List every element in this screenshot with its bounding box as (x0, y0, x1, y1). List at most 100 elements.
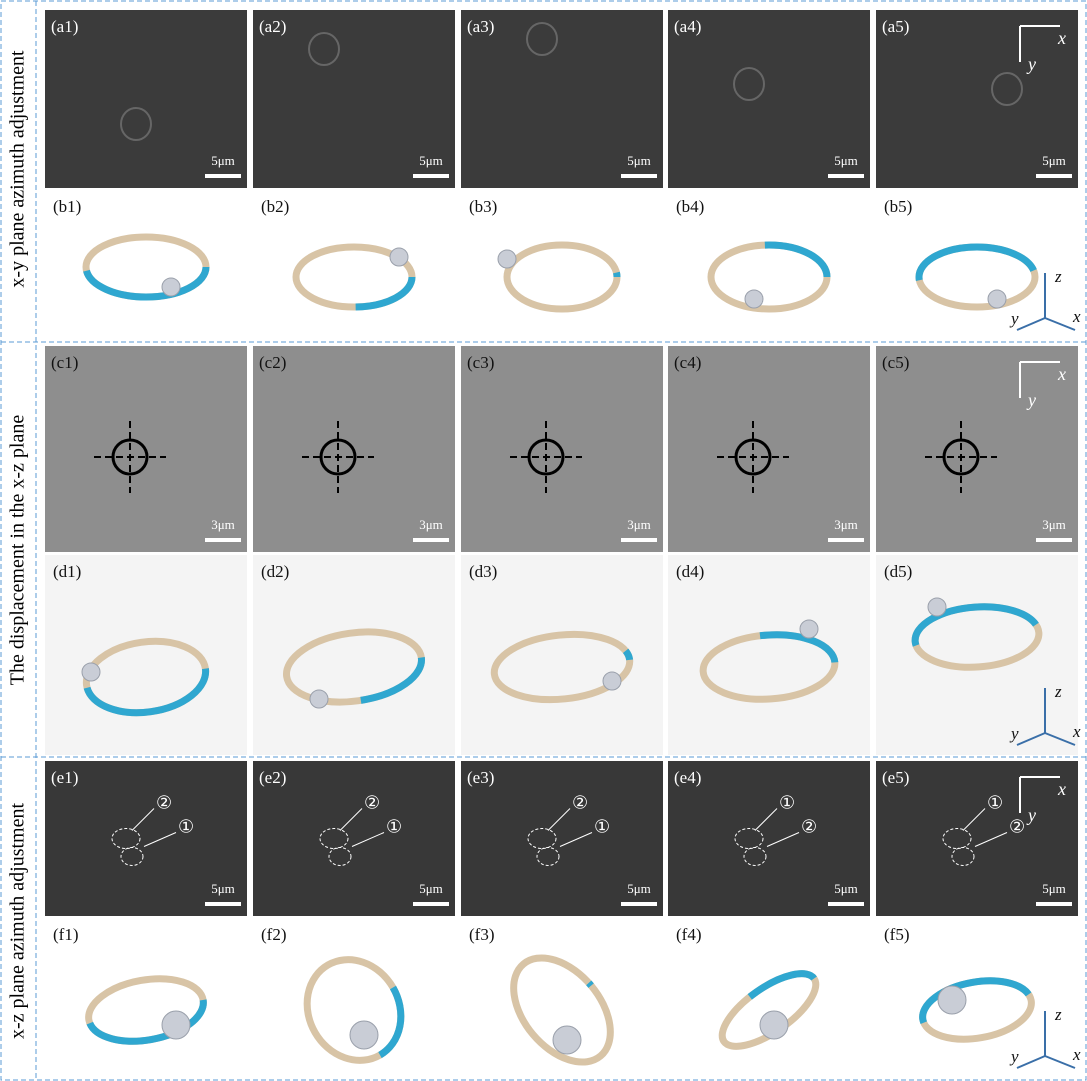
axis-3d (1017, 1056, 1045, 1068)
panel-label: (e4) (674, 768, 701, 787)
scale-bar (621, 902, 657, 906)
scale-bar-label: 5μm (419, 153, 443, 168)
axis-label: x (1072, 307, 1081, 326)
scale-bar (828, 902, 864, 906)
sphere (928, 598, 946, 616)
axis-label: y (1009, 724, 1019, 743)
axis-label: y (1009, 309, 1019, 328)
axis-label: x (1057, 779, 1066, 799)
ring-model (507, 245, 617, 309)
panel-label: (f4) (676, 925, 701, 944)
panel-label: (c3) (467, 353, 494, 372)
figure: x-y plane azimuth adjustment (a1) 5μm (b1) (… (0, 0, 1087, 1081)
section-title: x-z plane azimuth adjustment (7, 803, 29, 1039)
axis-label: x (1057, 28, 1066, 48)
axis-label: z (1054, 1005, 1062, 1024)
sphere (350, 1021, 378, 1049)
sphere (553, 1026, 581, 1054)
scale-bar-label: 3μm (419, 517, 443, 532)
axis-3d (1045, 318, 1075, 330)
scale-bar (1036, 174, 1072, 178)
panel-label: (e2) (259, 768, 286, 787)
panel-label: (e1) (51, 768, 78, 787)
section-title: x-y plane azimuth adjustment (7, 50, 29, 288)
panel-label: (c4) (674, 353, 701, 372)
marker-label: ① (594, 817, 610, 837)
axis-3d (1045, 1056, 1075, 1068)
panel-label: (a3) (467, 17, 494, 36)
render-bg (461, 555, 663, 755)
sphere (603, 672, 621, 690)
scale-bar-label: 5μm (211, 881, 235, 896)
panel-label: (a4) (674, 17, 701, 36)
sphere (498, 250, 516, 268)
marker-label: ② (572, 793, 588, 813)
sphere (745, 290, 763, 308)
marker-label: ② (1009, 817, 1025, 837)
axis-label: x (1072, 722, 1081, 741)
scale-bar (205, 902, 241, 906)
axis-label: z (1054, 682, 1062, 701)
panel-label: (b1) (53, 197, 81, 216)
axis-3d (1017, 318, 1045, 330)
panel-label: (f3) (469, 925, 494, 944)
panel-label: (a5) (882, 17, 909, 36)
scale-bar (413, 174, 449, 178)
sphere (988, 290, 1006, 308)
sphere (800, 620, 818, 638)
panel-label: (b4) (676, 197, 704, 216)
scale-bar (828, 174, 864, 178)
axis-label: y (1026, 54, 1036, 74)
marker-label: ① (386, 817, 402, 837)
scale-bar-label: 3μm (211, 517, 235, 532)
scale-bar-label: 3μm (834, 517, 858, 532)
scale-bar-label: 5μm (1042, 153, 1066, 168)
marker-label: ② (801, 817, 817, 837)
panel-label: (a1) (51, 17, 78, 36)
scale-bar-label: 5μm (1042, 881, 1066, 896)
panel-label: (c1) (51, 353, 78, 372)
panel-label: (c2) (259, 353, 286, 372)
sphere (938, 986, 966, 1014)
scale-bar-label: 5μm (419, 881, 443, 896)
axis-label: y (1009, 1047, 1019, 1066)
panel-label: (e3) (467, 768, 494, 787)
scale-bar (413, 902, 449, 906)
render-bg (876, 555, 1078, 755)
scale-bar (205, 538, 241, 542)
panel-label: (f2) (261, 925, 286, 944)
panel-label: (e5) (882, 768, 909, 787)
panel-label: (d4) (676, 562, 704, 581)
ring-model (711, 960, 826, 1059)
panel-label: (d3) (469, 562, 497, 581)
scale-bar-label: 5μm (627, 153, 651, 168)
axis-label: y (1026, 805, 1036, 825)
ring-model (289, 942, 419, 1077)
panel-label: (f5) (884, 925, 909, 944)
scale-bar (828, 538, 864, 542)
panel-label: (b2) (261, 197, 289, 216)
marker-label: ① (178, 817, 194, 837)
panel-label: (d1) (53, 562, 81, 581)
scale-bar (205, 174, 241, 178)
scale-bar (413, 538, 449, 542)
ring-model (84, 970, 209, 1049)
ring-model (494, 940, 629, 1081)
scale-bar-label: 5μm (834, 153, 858, 168)
axis-label: z (1054, 267, 1062, 286)
marker-label: ① (779, 793, 795, 813)
axis-label: x (1057, 364, 1066, 384)
panel-label: (d5) (884, 562, 912, 581)
marker-label: ② (156, 793, 172, 813)
scale-bar (1036, 538, 1072, 542)
panel-label: (b3) (469, 197, 497, 216)
ring-segment (507, 245, 617, 309)
scale-bar-label: 3μm (1042, 517, 1066, 532)
sphere (390, 248, 408, 266)
ring-model (86, 237, 206, 297)
panel-label: (b5) (884, 197, 912, 216)
panel-label: (c5) (882, 353, 909, 372)
marker-label: ② (364, 793, 380, 813)
scale-bar (621, 538, 657, 542)
scale-bar-label: 5μm (627, 881, 651, 896)
